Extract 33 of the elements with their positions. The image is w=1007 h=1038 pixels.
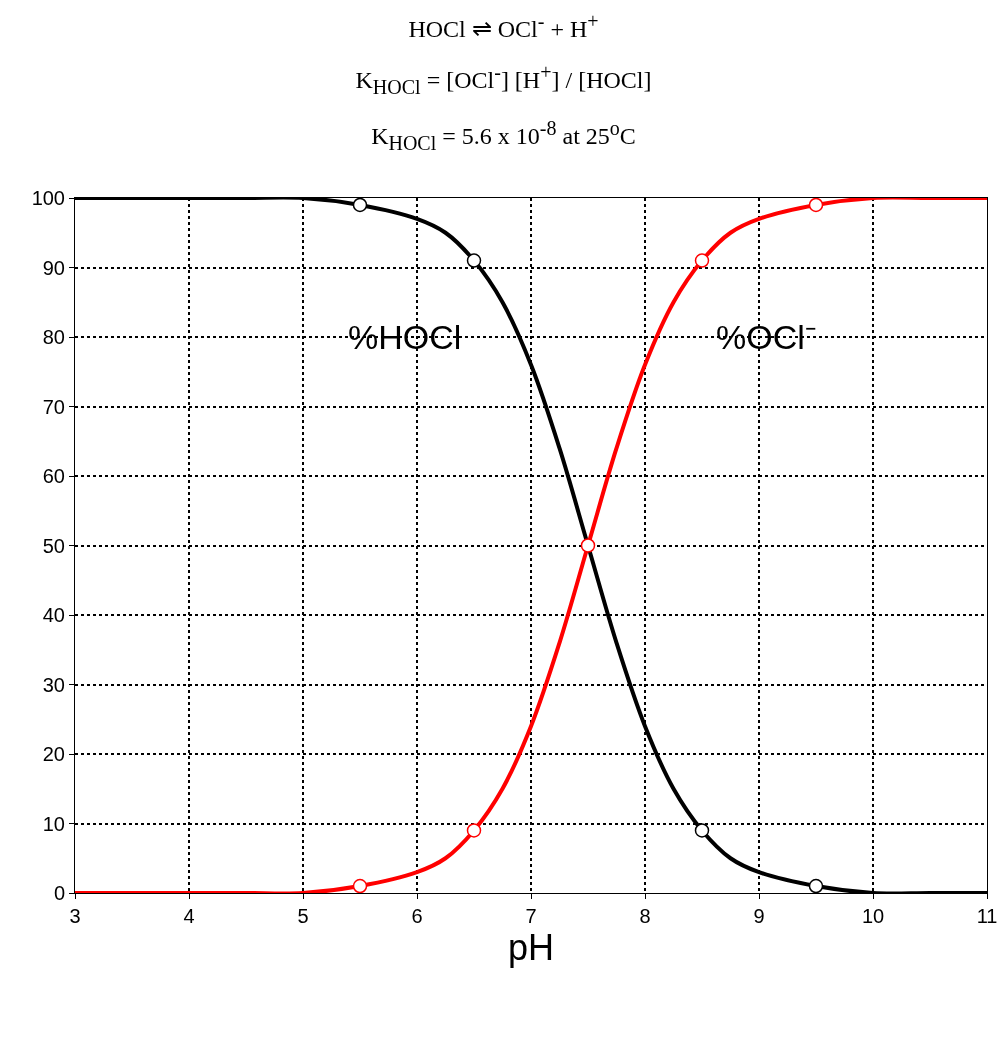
y-tick-label: 20 (42, 742, 65, 765)
y-tick-label: 90 (42, 256, 65, 279)
y-tick-label: 30 (42, 673, 65, 696)
y-tick-label: 80 (42, 325, 65, 348)
x-tick-label: 5 (297, 904, 309, 927)
x-tick-label: 4 (183, 904, 195, 927)
x-tick-label: 10 (861, 904, 885, 927)
chart-title: HOCl ⇌ OCl$^{-}$ + H$^{+}$ (407, 10, 600, 43)
y-tick-label: 40 (42, 603, 65, 626)
x-axis-title: pH (507, 926, 555, 968)
x-tick-label: 9 (753, 904, 765, 927)
x-tick-label: 3 (69, 904, 81, 927)
point (808, 197, 824, 212)
chart-subtitle: K$_{HOCl}$ = [OCl$^{-}$] [H$^{+}$] / [HOCl] (354, 61, 653, 99)
x-tick-label: 11 (976, 904, 998, 927)
point (352, 878, 368, 893)
point (580, 537, 596, 553)
text: K$_{HOCl}$ = 5.6 x 10$^{-8}$ at 25$^{o}$C (370, 116, 637, 155)
y-tick-label: 60 (42, 464, 65, 487)
point (466, 252, 482, 268)
y-tick-label: 10 (42, 812, 65, 835)
x-tick-label: 8 (639, 904, 651, 927)
x-tick-label: 6 (411, 904, 423, 927)
point (694, 252, 710, 268)
y-tick-label: 50 (42, 534, 65, 557)
point (808, 878, 824, 893)
point (352, 197, 368, 212)
point (694, 822, 710, 838)
x-tick-label: 7 (525, 904, 537, 927)
y-tick-label: 0 (53, 881, 65, 904)
y-tick-label: 100 (31, 186, 65, 209)
point (466, 822, 482, 838)
y-tick-label: 70 (42, 395, 65, 418)
